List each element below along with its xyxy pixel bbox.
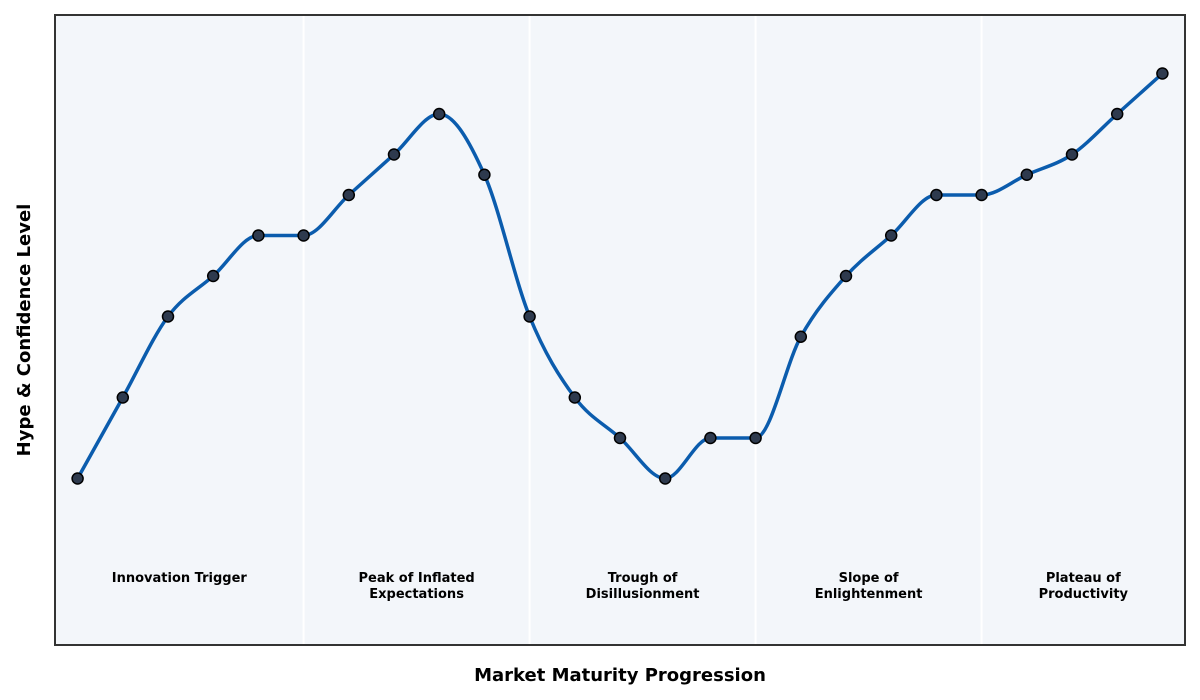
plot-frame: [54, 14, 1186, 646]
data-point: [71, 472, 84, 485]
data-point: [523, 310, 536, 323]
data-point: [1065, 148, 1079, 161]
data-point: [568, 391, 582, 404]
data-markers: [71, 67, 1169, 485]
data-point: [704, 431, 717, 445]
data-point: [432, 107, 446, 121]
data-point: [975, 188, 988, 202]
phase-label: Slope of Enlightenment: [815, 571, 923, 602]
phase-label: Plateau of Productivity: [1039, 571, 1129, 602]
data-point: [1110, 107, 1124, 121]
phase-label: Peak of Inflated Expectations: [358, 571, 474, 602]
phase-dividers: [302, 15, 983, 645]
data-point: [161, 310, 175, 323]
data-point: [297, 229, 310, 242]
data-point: [658, 472, 672, 485]
phase-label: Trough of Disillusionment: [586, 571, 700, 602]
data-point: [749, 431, 762, 445]
data-point: [613, 431, 627, 445]
phase-label: Innovation Trigger: [112, 571, 248, 586]
data-point: [478, 168, 491, 181]
data-point: [1156, 67, 1169, 80]
data-point: [1020, 168, 1034, 181]
data-point: [839, 269, 853, 283]
data-point: [342, 188, 356, 202]
data-point: [206, 269, 220, 283]
data-point: [794, 330, 808, 343]
plot-area: [55, 15, 1185, 645]
data-point: [252, 229, 265, 242]
data-point: [387, 148, 401, 161]
x-axis-label: Market Maturity Progression: [474, 665, 766, 686]
y-axis-label: Hype & Confidence Level: [14, 204, 35, 457]
phase-labels: Innovation Trigger Peak of Inflated Expect…: [112, 571, 1129, 602]
data-point: [884, 229, 898, 242]
data-point: [930, 188, 943, 202]
data-point: [116, 391, 130, 404]
